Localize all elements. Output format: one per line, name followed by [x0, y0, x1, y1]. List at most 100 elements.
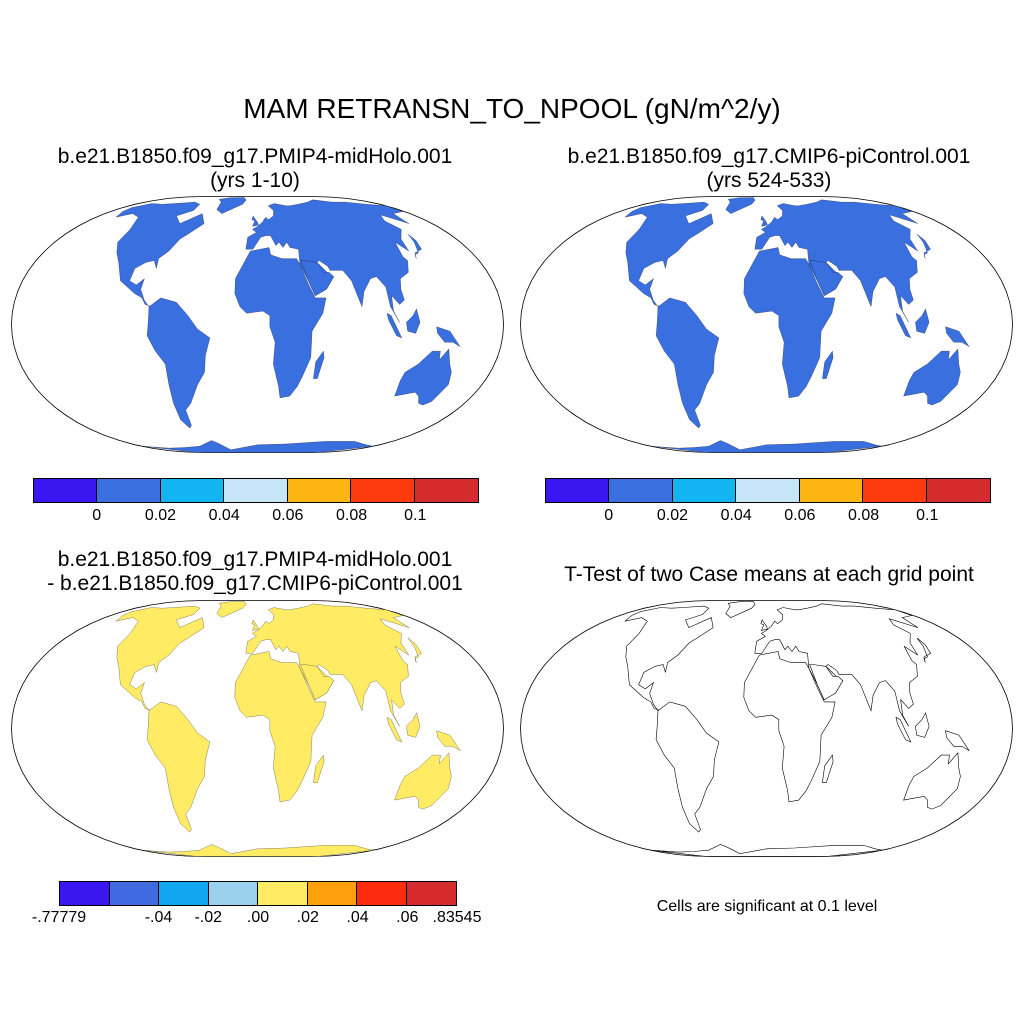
colorbar-swatch	[287, 479, 352, 502]
colorbar-tick-label: 0.02	[656, 507, 688, 524]
panel-1-title-line1: b.e21.B1850.f09_g17.PMIP4-midHolo.001	[57, 145, 453, 168]
landmass-borneo	[406, 308, 421, 334]
map-ttest	[520, 600, 1013, 857]
panel-2-title-line1: b.e21.B1850.f09_g17.CMIP6-piControl.001	[567, 145, 971, 168]
colorbar-swatch	[546, 479, 610, 502]
landmass-greenland	[216, 197, 247, 214]
panel-3-title: b.e21.B1850.f09_g17.PMIP4-midHolo.001 - …	[10, 548, 500, 596]
colorbar-swatch	[109, 882, 159, 905]
landmass-north-america	[115, 201, 205, 307]
landmass-arabia	[300, 260, 335, 296]
landmass-north-america	[624, 605, 714, 711]
colorbar-tick-label: 0.04	[720, 507, 752, 524]
landmass-eurasia	[754, 603, 919, 727]
landmass-eurasia	[245, 603, 410, 727]
panel-4-title: T-Test of two Case means at each grid po…	[519, 563, 1019, 587]
colorbar-tick-label: .06	[396, 909, 419, 926]
colorbar-picontrol	[545, 478, 991, 503]
panel-1-title: b.e21.B1850.f09_g17.PMIP4-midHolo.001 (y…	[10, 145, 500, 193]
colorbar-tick-label: .02	[296, 909, 319, 926]
landmass-madagascar	[313, 754, 325, 783]
landmass-borneo	[406, 712, 421, 738]
landmass-africa	[743, 247, 836, 399]
landmass-sumatra	[895, 716, 912, 743]
landmass-australia	[903, 348, 961, 406]
colorbar-swatch	[258, 882, 308, 905]
landmass-madagascar	[822, 754, 834, 783]
colorbar-tick-label: .00	[246, 909, 270, 926]
landmass-antarctica	[141, 440, 374, 453]
landmass-greenland	[725, 197, 756, 214]
landmass-japan	[407, 637, 422, 663]
colorbar-tick-label: 0.02	[144, 507, 176, 524]
colorbar-swatch	[414, 479, 478, 502]
colorbar-swatch	[406, 882, 456, 905]
colorbar-tick-label: 0.06	[784, 507, 816, 524]
landmass-uk	[760, 215, 768, 227]
colorbar-tick-label: .83545	[432, 909, 482, 926]
landmass-uk	[251, 215, 259, 227]
colorbar-swatch	[34, 479, 98, 502]
landmass-greenland	[725, 601, 756, 618]
colorbar-tick-label: -.02	[194, 909, 223, 926]
colorbar-swatch	[672, 479, 737, 502]
landmass-africa	[743, 651, 836, 803]
landmass-north-america	[115, 605, 205, 711]
landmass-eurasia	[245, 199, 410, 323]
landmass-arabia	[809, 664, 844, 701]
colorbar-swatch	[160, 479, 225, 502]
landmass-australia	[394, 348, 452, 406]
colorbar-midholo	[33, 478, 479, 503]
landmass-japan	[916, 637, 932, 663]
landmass-arabia	[300, 664, 335, 700]
colorbar-swatch	[799, 479, 864, 502]
landmass-australia	[394, 752, 452, 810]
colorbar-tick-label: 0.1	[916, 507, 939, 524]
landmass-sumatra	[386, 312, 403, 339]
colorbar-swatch	[97, 479, 161, 502]
colorbar-swatch	[60, 882, 110, 905]
landmass-sumatra	[895, 312, 912, 339]
landmass-greenland	[216, 601, 247, 618]
panel-2-title-line2: (yrs 524-533)	[706, 169, 832, 192]
landmass-antarctica	[650, 440, 883, 453]
landmass-new-guinea	[945, 326, 970, 347]
colorbar-tick-label: -.77779	[31, 909, 87, 926]
colorbar-swatch	[159, 882, 209, 905]
colorbar-tick-label: 0.08	[847, 507, 880, 524]
colorbar-tick-label: 0.04	[208, 507, 240, 524]
landmass-japan	[407, 233, 422, 259]
map-difference	[11, 600, 504, 857]
panel-2-title: b.e21.B1850.f09_g17.CMIP6-piControl.001 …	[524, 145, 1014, 193]
colorbar-swatch	[208, 882, 258, 905]
colorbar-swatch	[351, 479, 415, 502]
landmass-australia	[903, 752, 961, 810]
landmass-madagascar	[313, 350, 325, 379]
landmass-south-america	[146, 701, 211, 833]
colorbar-tick-label: 0	[92, 507, 102, 524]
landmass-south-america	[655, 701, 720, 833]
landmass-eurasia	[754, 199, 919, 323]
main-title: MAM RETRANSN_TO_NPOOL (gN/m^2/y)	[243, 93, 781, 124]
colorbar-tick-label: .04	[346, 909, 369, 926]
landmass-north-america	[624, 201, 714, 307]
significance-note: Cells are significant at 0.1 level	[656, 898, 878, 915]
colorbar-swatch	[307, 882, 357, 905]
colorbar-swatch	[736, 479, 800, 502]
landmass-uk	[760, 619, 768, 631]
landmass-uk	[251, 619, 259, 631]
landmass-south-america	[655, 297, 720, 429]
landmass-new-guinea	[436, 326, 461, 347]
landmass-new-guinea	[945, 730, 970, 751]
panel-3-title-line1: b.e21.B1850.f09_g17.PMIP4-midHolo.001	[57, 548, 453, 571]
colorbar-tick-label: 0.06	[272, 507, 304, 524]
colorbar-difference	[59, 881, 457, 906]
colorbar-swatch	[357, 882, 407, 905]
colorbar-tick-label: 0.08	[335, 507, 368, 524]
colorbar-tick-label: 0.1	[404, 507, 427, 524]
landmass-sumatra	[386, 716, 403, 743]
colorbar-tick-label: -.04	[144, 909, 173, 926]
landmass-madagascar	[822, 350, 834, 379]
panel-4-title-line1: T-Test of two Case means at each grid po…	[564, 563, 974, 586]
map-midholo	[11, 196, 504, 453]
